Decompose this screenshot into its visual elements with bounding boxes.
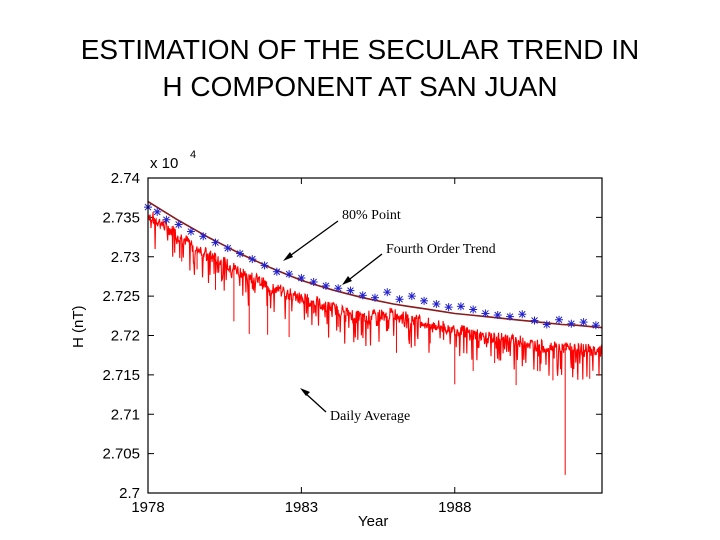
- point-80-marker: [186, 227, 195, 236]
- point-80-marker: [358, 291, 367, 300]
- point-80-marker: [371, 293, 379, 302]
- annotation-daily-average-arrow: [303, 391, 327, 413]
- point-80-marker: [248, 255, 257, 264]
- annotation-daily-average-label: Daily Average: [330, 409, 410, 424]
- y-tick-label: 2.73: [111, 249, 140, 266]
- plot-frame: [147, 177, 603, 494]
- point-80-marker: [285, 270, 294, 279]
- point-80-marker: [481, 309, 490, 318]
- y-tick-marks: [148, 177, 602, 494]
- y-axis-label: H (nT): [70, 306, 87, 349]
- x-tick-label: 1988: [438, 499, 471, 516]
- y-tick-label: 2.7: [119, 485, 140, 502]
- series-80-percent-points: [144, 203, 600, 330]
- point-80-marker: [383, 288, 392, 297]
- point-80-marker: [530, 316, 539, 325]
- point-80-marker: [505, 312, 514, 321]
- point-80-marker: [420, 296, 429, 305]
- point-80-marker: [591, 321, 600, 330]
- point-80-marker: [162, 215, 171, 224]
- annotation-daily-average-arrowhead: [300, 388, 310, 396]
- annotation-80-point-label: 80% Point: [342, 208, 401, 223]
- point-80-marker: [260, 261, 269, 270]
- point-80-marker: [297, 274, 306, 283]
- y-tick-label: 2.71: [111, 406, 140, 423]
- y-multiplier-exponent: 4: [190, 149, 196, 161]
- point-80-marker: [456, 302, 465, 311]
- x-tick-labels: 1978 1983 1988: [131, 499, 471, 516]
- chart-title-line-1: ESTIMATION OF THE SECULAR TREND IN: [80, 34, 640, 65]
- y-tick-label: 2.705: [102, 446, 140, 463]
- point-80-marker: [395, 295, 404, 304]
- annotation-fourth-order-arrowhead: [342, 276, 352, 285]
- point-80-marker: [334, 284, 343, 293]
- y-tick-labels: 2.74 2.735 2.73 2.725 2.72 2.715 2.71 2.705 2.7: [102, 170, 140, 502]
- point-80-marker: [579, 318, 588, 327]
- x-axis-label: Year: [358, 513, 388, 530]
- point-80-marker: [346, 286, 355, 295]
- annotation-fourth-order-arrow: [345, 253, 383, 283]
- chart-title-line-2: H COMPONENT AT SAN JUAN: [162, 71, 558, 102]
- point-80-marker: [223, 244, 232, 253]
- annotation-80-point: 80% Point: [283, 208, 401, 261]
- point-80-marker: [469, 305, 478, 314]
- point-80-marker: [542, 320, 551, 329]
- point-80-marker: [236, 249, 245, 258]
- x-tick-label: 1978: [131, 499, 164, 516]
- y-tick-label: 2.715: [102, 367, 140, 384]
- point-80-marker: [518, 310, 527, 319]
- point-80-marker: [153, 207, 162, 216]
- annotation-80-point-arrowhead: [283, 252, 293, 261]
- point-80-marker: [567, 319, 576, 328]
- y-tick-label: 2.74: [111, 170, 140, 187]
- annotation-fourth-order-label: Fourth Order Trend: [386, 242, 496, 257]
- point-80-marker: [272, 267, 281, 276]
- annotation-80-point-arrow: [286, 220, 339, 259]
- y-tick-label: 2.72: [111, 328, 140, 345]
- point-80-marker: [321, 281, 330, 290]
- annotation-fourth-order: Fourth Order Trend: [342, 242, 496, 285]
- y-multiplier-label: x 10: [150, 155, 178, 172]
- series-daily-average: [147, 212, 603, 475]
- point-80-marker: [174, 220, 183, 229]
- point-80-marker: [493, 311, 502, 320]
- point-80-marker: [309, 277, 318, 286]
- daily-average-line: [147, 212, 603, 380]
- x-tick-label: 1983: [285, 499, 318, 516]
- y-tick-label: 2.725: [102, 288, 140, 305]
- point-80-marker: [555, 315, 564, 324]
- plot-data: [144, 200, 603, 475]
- point-80-marker: [432, 300, 441, 308]
- y-tick-label: 2.735: [102, 209, 140, 226]
- point-80-marker: [211, 238, 220, 247]
- point-80-marker: [444, 303, 453, 312]
- point-80-marker: [199, 232, 208, 241]
- annotation-daily-average: Daily Average: [300, 388, 410, 424]
- point-80-marker: [407, 292, 416, 301]
